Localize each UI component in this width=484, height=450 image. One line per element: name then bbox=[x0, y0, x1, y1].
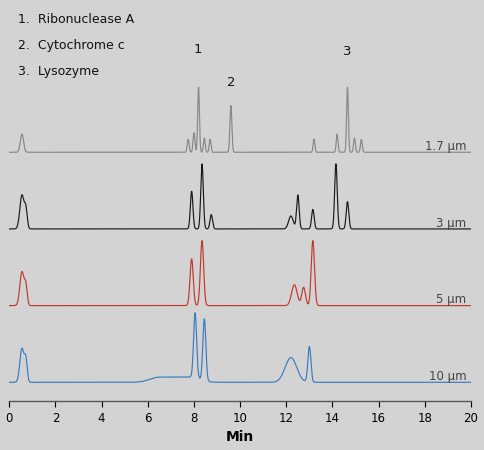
Text: 3 μm: 3 μm bbox=[436, 216, 467, 230]
Text: 3.  Lysozyme: 3. Lysozyme bbox=[18, 65, 100, 78]
Text: 2: 2 bbox=[227, 76, 235, 89]
Text: 5 μm: 5 μm bbox=[436, 293, 467, 306]
Text: 10 μm: 10 μm bbox=[429, 370, 467, 383]
X-axis label: Min: Min bbox=[226, 431, 254, 445]
Text: 1.7 μm: 1.7 μm bbox=[425, 140, 467, 153]
Text: 1.  Ribonuclease A: 1. Ribonuclease A bbox=[18, 14, 135, 27]
Text: 2.  Cytochrome c: 2. Cytochrome c bbox=[18, 39, 125, 52]
Text: 1: 1 bbox=[193, 43, 202, 55]
Text: 3: 3 bbox=[343, 45, 352, 58]
